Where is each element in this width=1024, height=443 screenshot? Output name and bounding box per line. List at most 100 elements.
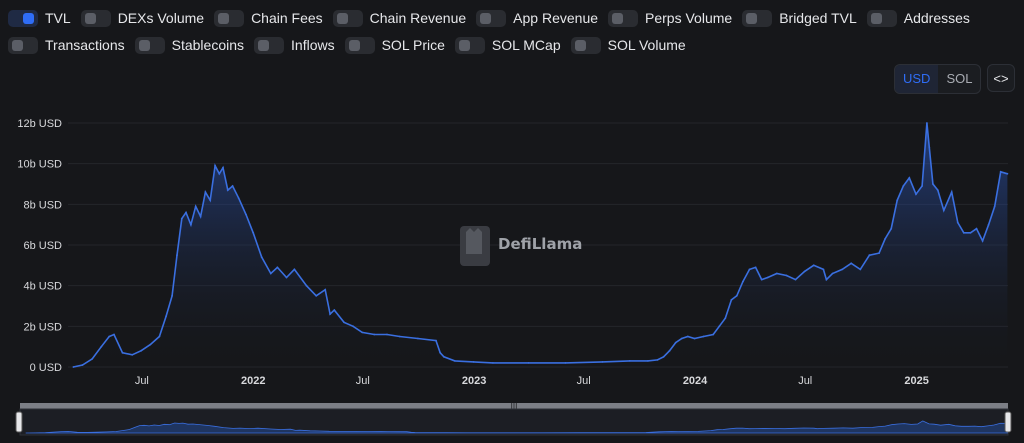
tvl-point [754,266,757,269]
x-tick-label: Jul [798,375,812,387]
y-tick-label: 12b USD [17,118,62,130]
currency-usd-button[interactable]: USD [895,65,939,93]
toggle-chain-fees[interactable]: Chain Fees [214,8,323,28]
range-selector[interactable]: III [15,402,1012,436]
toggle-addresses[interactable]: Addresses [866,8,970,28]
toggle-switch-tvl[interactable] [8,9,38,27]
toggle-dexs-volume[interactable]: DEXs Volume [80,8,204,28]
range-selector-grip-icon: III [511,402,518,411]
toggle-label-stablecoins: Stablecoins [171,37,245,53]
embed-code-button[interactable]: <> [987,64,1015,92]
range-handle-left[interactable] [15,411,23,433]
tvl-point [601,361,604,363]
currency-sol-button[interactable]: SOL [946,71,973,86]
toggle-knob [23,12,34,24]
x-axis: Jul 2022 Jul 2023 Jul 2024 Jul 2025 [135,375,929,387]
toggle-switch-sol-volume[interactable] [570,36,601,54]
tvl-point [735,294,738,297]
tvl-point [712,333,715,336]
toggle-switch-chain-fees[interactable] [214,9,245,27]
tvl-point [742,280,744,283]
toggle-bridged-tvl[interactable]: Bridged TVL [742,8,857,28]
tvl-point [140,349,143,352]
tvl-point [269,272,272,275]
toggle-switch-perps-volume[interactable] [608,9,639,27]
tvl-point [794,278,797,281]
toggle-switch-addresses[interactable] [866,9,897,27]
toggle-switch-chain-revenue[interactable] [332,9,363,27]
tvl-area [73,123,1008,367]
tvl-points [72,122,1009,368]
tvl-point [841,268,844,271]
tvl-point [305,284,308,287]
tvl-point [702,335,705,338]
toggle-knob [12,39,23,51]
toggle-app-revenue[interactable]: App Revenue [476,8,598,28]
tvl-point [766,276,769,279]
tvl-point [108,335,111,338]
tvl-point [199,215,202,218]
tvl-point [214,164,217,167]
tvl-point [825,278,828,281]
tvl-point [285,276,288,279]
tvl-point [962,231,965,234]
toggle-knob [574,39,586,51]
tvl-point [908,177,911,179]
toggle-tvl[interactable]: TVL [8,8,71,28]
toggle-switch-stablecoins[interactable] [134,36,165,54]
tvl-point [674,341,677,344]
tvl-point [190,223,192,226]
toggle-switch-transactions[interactable] [8,36,38,54]
tvl-point [956,221,959,224]
x-tick-label: 2024 [683,375,708,387]
tvl-point [315,294,318,297]
toggle-switch-app-revenue[interactable] [476,9,507,27]
y-axis: 0 USD 2b USD 4b USD 6b USD 8b USD 10b USD 12b … [17,118,62,374]
y-tick-label: 6b USD [23,240,62,252]
tvl-point [165,315,168,318]
tvl-point [443,355,445,358]
toggle-chain-revenue[interactable]: Chain Revenue [332,8,466,28]
toggle-switch-sol-price[interactable] [344,36,375,54]
tvl-point [975,227,978,230]
x-tick-label: Jul [577,375,591,387]
toggle-switch-dexs-volume[interactable] [80,9,111,27]
tvl-point [724,317,727,320]
tvl-point [902,185,905,187]
toggle-label-app-revenue: App Revenue [513,10,599,26]
tvl-point [492,362,494,364]
toggle-switch-inflows[interactable] [254,36,285,54]
toggle-perps-volume[interactable]: Perps Volume [608,8,732,28]
tvl-point [204,191,207,194]
tvl-point [656,359,659,361]
currency-switch: USD SOL [894,64,982,94]
tvl-point [180,217,183,220]
tvl-point [915,193,917,196]
toggle-inflows[interactable]: Inflows [254,35,335,55]
toggle-stablecoins[interactable]: Stablecoins [134,35,245,55]
tvl-point [245,213,247,216]
watermark: DefiLlama [460,226,582,266]
tvl-point [276,266,279,269]
tvl-point [361,331,364,334]
x-tick-label: Jul [135,375,149,387]
toggle-label-chain-fees: Chain Fees [251,10,323,26]
tvl-point [932,183,934,185]
toggle-transactions[interactable]: Transactions [8,35,125,55]
range-selector-preview [25,420,1008,434]
y-tick-label: 2b USD [23,321,62,333]
tvl-point [785,274,788,277]
toggle-sol-mcap[interactable]: SOL MCap [454,35,561,55]
tvl-point [171,294,174,297]
tvl-point [730,299,733,301]
toggle-switch-bridged-tvl[interactable] [742,9,773,27]
range-handle-right[interactable] [1004,411,1012,433]
tvl-point [686,335,689,338]
toggle-sol-volume[interactable]: SOL Volume [570,35,686,55]
toggle-sol-price[interactable]: SOL Price [344,35,445,55]
toggle-switch-sol-mcap[interactable] [454,36,485,54]
range-selector-bar [20,403,1008,409]
tvl-point [884,238,886,240]
toggle-label-bridged-tvl: Bridged TVL [779,10,857,26]
